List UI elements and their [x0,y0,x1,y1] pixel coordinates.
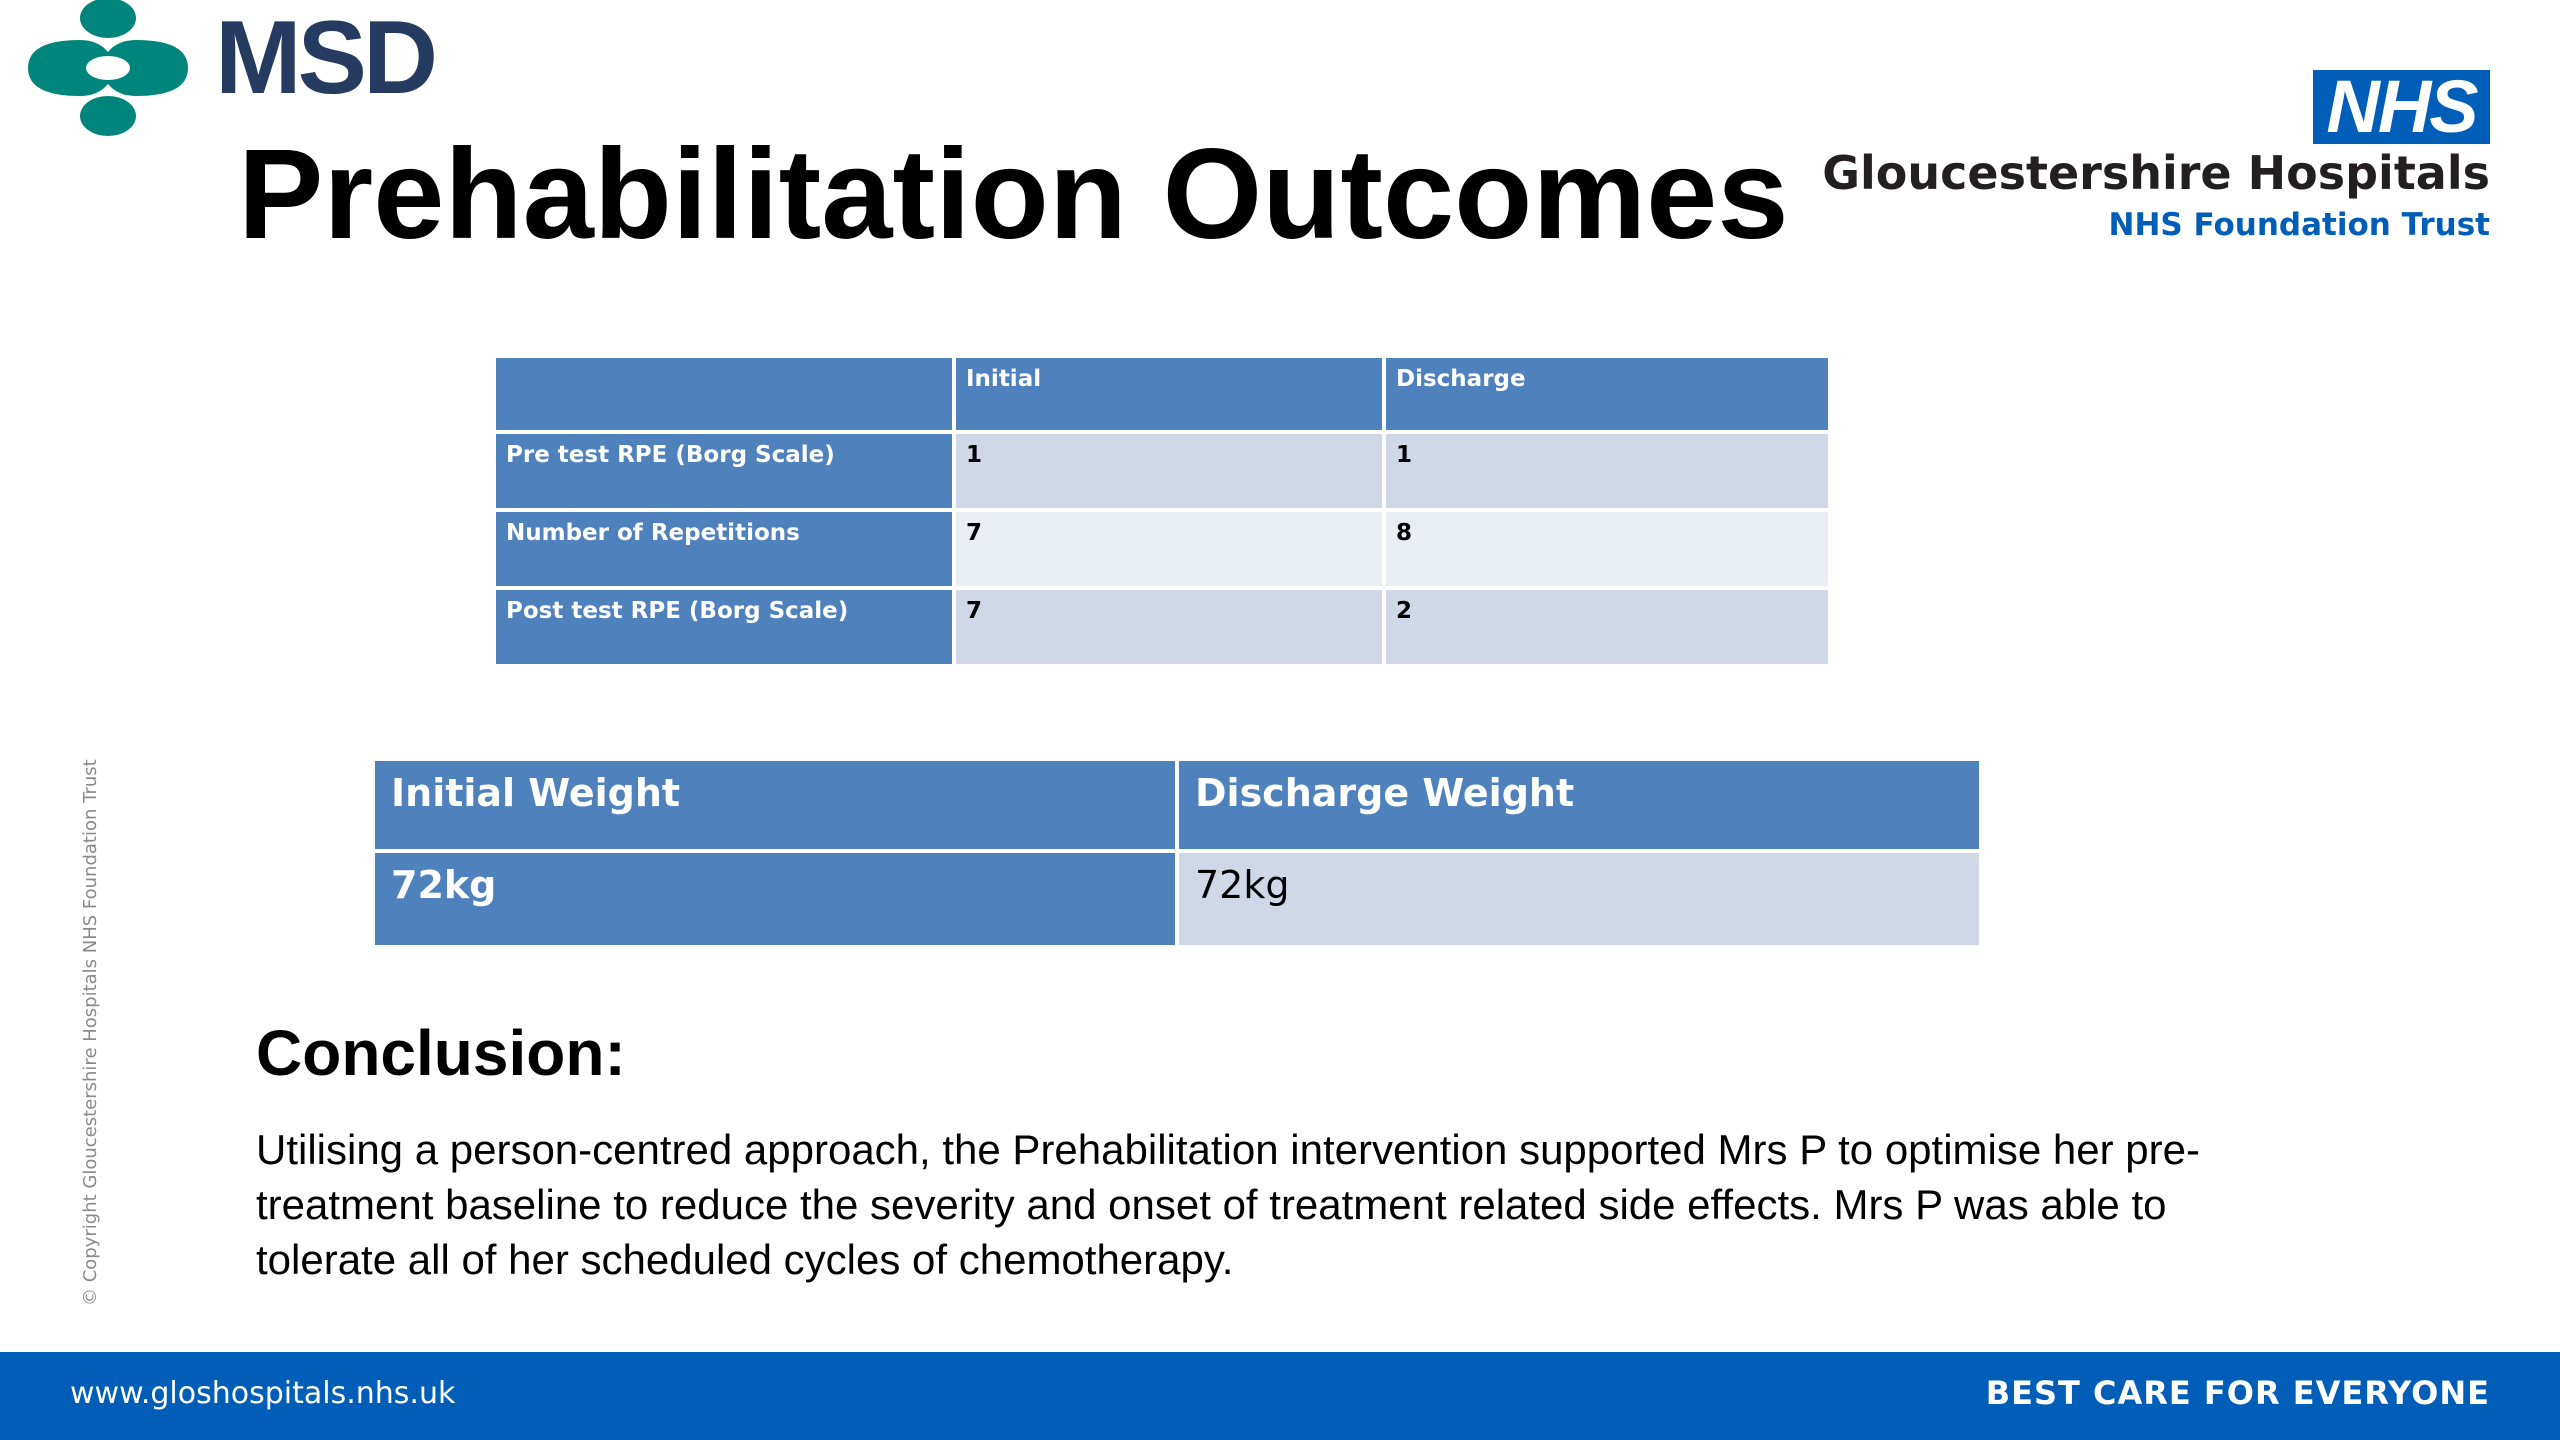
discharge-weight-value: 72kg [1179,853,1979,945]
footer-bar: www.gloshospitals.nhs.uk BEST CARE FOR E… [0,1352,2560,1440]
discharge-weight-header: Discharge Weight [1179,761,1979,849]
initial-value: 7 [956,590,1382,664]
table-header-row: Initial Discharge [496,358,1828,430]
footer-website-link[interactable]: www.gloshospitals.nhs.uk [70,1376,456,1411]
discharge-value: 2 [1386,590,1828,664]
initial-weight-header: Initial Weight [375,761,1175,849]
table-row: Post test RPE (Borg Scale) 7 2 [496,590,1828,664]
table-header-row: Initial Weight Discharge Weight [375,761,1979,849]
table-header-cell: Discharge [1386,358,1828,430]
discharge-value: 8 [1386,512,1828,586]
msd-brand-text: MSD [215,0,438,116]
conclusion-heading: Conclusion: [256,1017,626,1089]
nhs-logo: NHS [2313,70,2490,144]
nhs-organisation-name: Gloucestershire Hospitals [1822,146,2490,200]
table-row: Pre test RPE (Borg Scale) 1 1 [496,434,1828,508]
table-row: 72kg 72kg [375,853,1979,945]
initial-value: 1 [956,434,1382,508]
weight-table: Initial Weight Discharge Weight 72kg 72k… [371,757,1983,949]
nhs-trust-name: NHS Foundation Trust [2108,207,2490,243]
initial-weight-value: 72kg [375,853,1175,945]
discharge-value: 1 [1386,434,1828,508]
row-label: Number of Repetitions [496,512,952,586]
page-title: Prehabilitation Outcomes [238,123,1789,266]
conclusion-text: Utilising a person-centred approach, the… [256,1126,2200,1283]
footer-slogan: BEST CARE FOR EVERYONE [1985,1374,2490,1412]
msd-logo-icon [28,0,188,136]
table-row: Number of Repetitions 7 8 [496,512,1828,586]
rpe-outcomes-table: Initial Discharge Pre test RPE (Borg Sca… [492,354,1832,668]
initial-value: 7 [956,512,1382,586]
row-label: Pre test RPE (Borg Scale) [496,434,952,508]
table-header-cell: Initial [956,358,1382,430]
row-label: Post test RPE (Borg Scale) [496,590,952,664]
copyright-notice: © Copyright Gloucestershire Hospitals NH… [80,759,101,1306]
table-header-cell [496,358,952,430]
